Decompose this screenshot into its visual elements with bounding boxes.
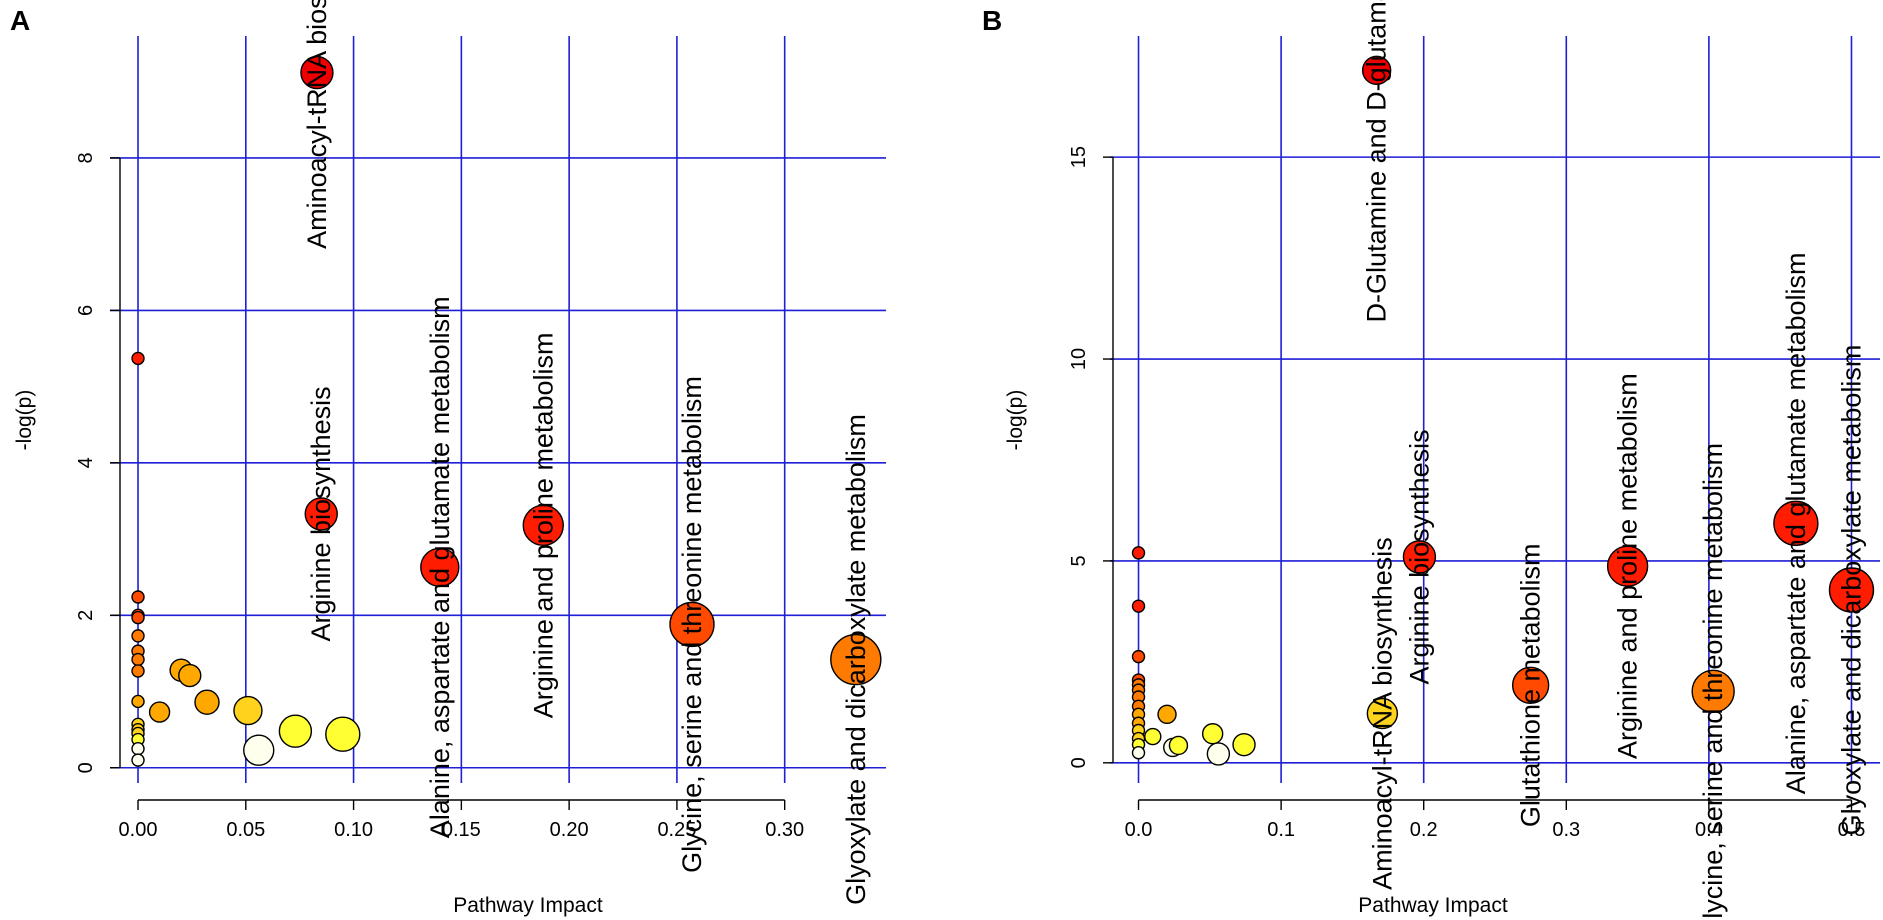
pathway-point <box>1511 666 1550 704</box>
pathway-point <box>1773 500 1819 547</box>
data-point <box>1144 727 1162 746</box>
x-tick-label: 0.10 <box>334 819 373 841</box>
data-point <box>233 695 263 726</box>
pathway-label: Arginine and proline metabolism <box>528 333 558 719</box>
data-point <box>131 629 145 643</box>
pathway-label: Glycine, serine and threonine metabolism <box>1698 443 1728 920</box>
pathway-label: Alanine, aspartate and glutamate metabol… <box>1781 252 1811 794</box>
data-point <box>1157 704 1177 725</box>
y-tick-label: 15 <box>1068 146 1090 168</box>
pathway-point <box>1366 697 1399 730</box>
data-point <box>1131 649 1146 664</box>
pathway-point <box>669 601 715 648</box>
panel-a: A Pathway Impact -log(p) 0.00 0.05 0.10 0.1… <box>10 0 886 917</box>
pathway-point <box>522 504 564 547</box>
x-tick-label: 0.20 <box>550 819 589 841</box>
points-b <box>1131 55 1875 766</box>
data-point <box>131 694 145 709</box>
data-point <box>325 716 361 752</box>
x-tick-label: 0.15 <box>442 819 481 841</box>
y-tick-label: 5 <box>1068 555 1090 566</box>
x-tick-label: 0.2 <box>1410 819 1438 841</box>
point-labels-b: D-Glutamine and D-glutamate metabolism Am… <box>1362 0 1867 920</box>
data-point <box>1168 735 1189 756</box>
y-tick-label: 6 <box>75 305 97 316</box>
data-point <box>1131 599 1146 613</box>
pathway-point <box>1402 540 1437 574</box>
pathway-point <box>304 497 338 531</box>
pathway-label: Aminoacyl-tRNA biosynthesis <box>302 0 332 249</box>
data-point <box>131 351 145 366</box>
x-tick-label: 0.4 <box>1695 819 1723 841</box>
panel-label-a: A <box>10 5 30 36</box>
data-point <box>178 663 202 688</box>
pathway-label: Arginine biosynthesis <box>1404 429 1434 684</box>
y-tick-label: 0 <box>1068 757 1090 768</box>
y-tick-label: 0 <box>75 762 97 773</box>
x-ticks-a: 0.00 0.05 0.10 0.15 0.20 0.25 0.30 <box>119 800 804 841</box>
pathway-label: Arginine and proline metabolism <box>1613 373 1643 759</box>
x-ticks-b: 0.0 0.1 0.2 0.3 0.4 0.5 <box>1125 800 1866 841</box>
data-point <box>1201 723 1224 745</box>
y-tick-label: 8 <box>75 152 97 163</box>
data-point <box>131 753 145 767</box>
data-point <box>243 734 275 766</box>
pathway-point <box>830 633 882 686</box>
pathway-point <box>420 547 460 587</box>
y-axis-label-a: -log(p) <box>13 390 36 451</box>
point-labels-a: Aminoacyl-tRNA biosynthesis Arginine bios… <box>302 0 871 905</box>
pathway-label: Alanine, aspartate and glutamate metabol… <box>425 296 455 838</box>
pathway-label: D-Glutamine and D-glutamate metabolism <box>1362 0 1392 322</box>
grid-b <box>1110 36 1880 783</box>
data-point <box>194 689 220 715</box>
data-point <box>131 610 145 625</box>
pathway-label: Glycine, serine and threonine metabolism <box>677 376 707 873</box>
pathway-point <box>300 55 334 90</box>
x-tick-label: 0.25 <box>657 819 696 841</box>
pathway-label: Glyoxylate and dicarboxylate metabolism <box>1836 345 1866 836</box>
pathway-label: Aminoacyl-tRNA biosynthesis <box>1367 537 1397 890</box>
panel-label-b: B <box>982 5 1002 36</box>
x-tick-label: 0.30 <box>765 819 804 841</box>
data-point <box>1131 746 1146 760</box>
x-axis-label-b: Pathway Impact <box>1358 894 1508 917</box>
pathway-point <box>1361 55 1392 86</box>
points-a <box>131 55 882 767</box>
pathway-point <box>1691 669 1735 714</box>
data-point <box>1232 732 1256 757</box>
y-tick-label: 4 <box>75 457 97 468</box>
x-tick-label: 0.5 <box>1838 819 1866 841</box>
data-point <box>148 701 171 723</box>
data-point <box>131 664 145 678</box>
grid-a <box>110 36 886 783</box>
pathway-label: Glyoxylate and dicarboxylate metabolism <box>841 414 871 905</box>
pathway-label: Arginine biosynthesis <box>306 386 336 641</box>
data-point <box>131 741 145 756</box>
y-tick-label: 2 <box>75 610 97 621</box>
y-axis-label-b: -log(p) <box>1004 390 1027 451</box>
y-ticks-b: 0 5 10 15 <box>1068 146 1113 768</box>
panel-b: B Pathway Impact -log(p) 0.0 0.1 0.2 0.3 0.4… <box>982 0 1880 920</box>
x-tick-label: 0.3 <box>1552 819 1580 841</box>
x-tick-label: 0.00 <box>119 819 158 841</box>
data-point <box>278 714 313 748</box>
data-point <box>131 652 145 667</box>
axes-b <box>1112 157 1852 801</box>
data-point <box>1206 742 1231 766</box>
y-ticks-a: 0 2 4 6 8 <box>75 152 120 773</box>
x-tick-label: 0.0 <box>1125 819 1153 841</box>
pathway-point <box>1606 545 1649 587</box>
x-axis-label-a: Pathway Impact <box>453 894 603 917</box>
y-tick-label: 10 <box>1068 348 1090 370</box>
x-tick-label: 0.1 <box>1267 819 1295 841</box>
data-point <box>131 590 145 604</box>
pathway-point <box>1828 567 1875 613</box>
pathway-label: Glutathione metabolism <box>1516 543 1546 827</box>
x-tick-label: 0.05 <box>226 819 265 841</box>
data-point <box>1131 546 1146 560</box>
